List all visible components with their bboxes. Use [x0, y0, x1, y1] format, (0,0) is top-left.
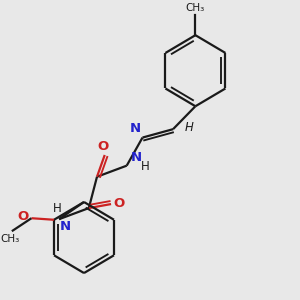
Text: N: N: [60, 220, 71, 233]
Text: N: N: [130, 151, 141, 164]
Text: H: H: [184, 121, 194, 134]
Text: O: O: [98, 140, 109, 152]
Text: H: H: [141, 160, 149, 173]
Text: H: H: [53, 202, 62, 215]
Text: CH₃: CH₃: [1, 234, 20, 244]
Text: CH₃: CH₃: [186, 3, 205, 13]
Text: O: O: [113, 197, 125, 210]
Text: O: O: [18, 211, 29, 224]
Text: N: N: [130, 122, 141, 135]
